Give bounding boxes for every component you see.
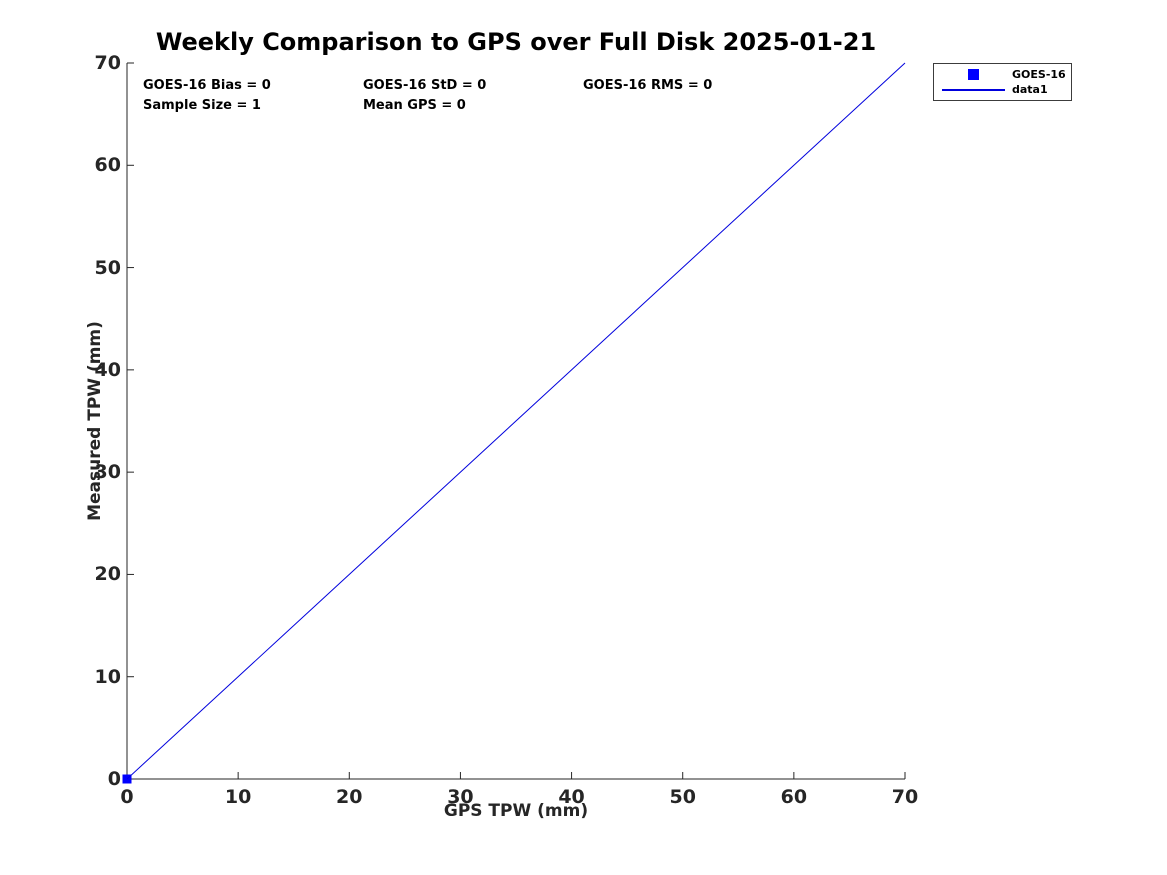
x-tick-label: 20: [336, 786, 363, 808]
y-tick-label: 0: [107, 768, 121, 790]
y-tick-label: 50: [94, 256, 121, 279]
y-tick-label: 60: [94, 154, 121, 177]
annotation-rms: GOES-16 RMS = 0: [583, 78, 713, 93]
legend-swatch-area: [942, 69, 1005, 80]
legend-entry-goes16: GOES-16: [942, 67, 1066, 82]
legend-label-goes16: GOES-16: [1012, 68, 1066, 81]
x-tick-label: 60: [780, 786, 808, 808]
annotation-mean-gps: Mean GPS = 0: [363, 98, 466, 113]
x-tick-label: 0: [120, 786, 134, 808]
y-axis-label: Measured TPW (mm): [85, 321, 105, 521]
y-tick-label: 30: [94, 461, 121, 484]
x-tick-label: 50: [669, 786, 696, 808]
series-line-data1: [126, 62, 906, 780]
line-sample-icon: [942, 88, 1005, 91]
y-tick-label: 10: [94, 665, 121, 688]
x-tick-label: 40: [558, 786, 585, 808]
legend: GOES-16 data1: [933, 63, 1072, 101]
y-tick-label: 40: [94, 358, 121, 381]
x-axis-label: GPS TPW (mm): [443, 801, 589, 821]
y-tick-label: 70: [94, 52, 121, 74]
legend-swatch-area: [942, 88, 1005, 91]
square-marker-icon: [968, 69, 979, 80]
annotation-sample-size: Sample Size = 1: [143, 98, 261, 113]
x-tick-label: 70: [891, 786, 919, 808]
annotation-bias: GOES-16 Bias = 0: [143, 78, 271, 93]
chart-title: Weekly Comparison to GPS over Full Disk …: [155, 28, 877, 56]
x-tick-label: 30: [447, 786, 474, 808]
annotation-std: GOES-16 StD = 0: [363, 78, 487, 93]
legend-label-data1: data1: [1012, 83, 1048, 96]
y-tick-label: 20: [94, 563, 121, 586]
legend-entry-data1: data1: [942, 82, 1065, 97]
x-tick-label: 10: [224, 786, 252, 808]
